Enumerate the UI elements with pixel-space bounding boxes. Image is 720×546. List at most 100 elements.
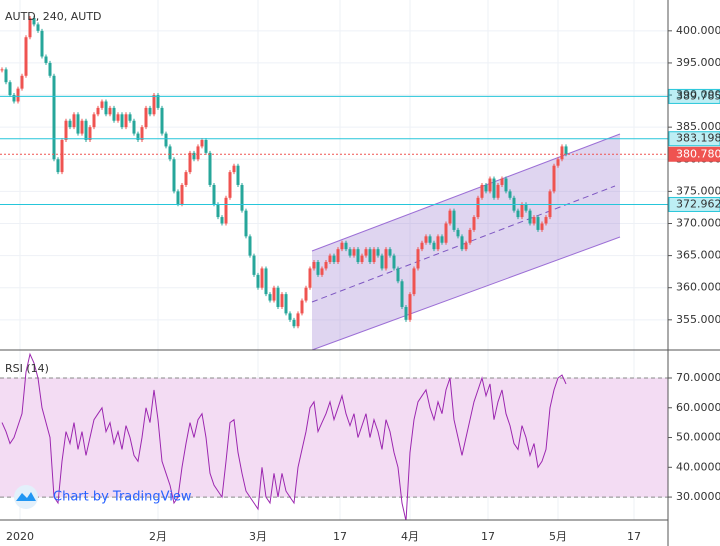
candle-body — [544, 217, 548, 224]
candle-body — [40, 30, 44, 57]
candle-body — [148, 107, 152, 115]
candle-body — [424, 236, 428, 243]
candle-body — [488, 178, 492, 192]
candle-body — [368, 249, 372, 263]
candle-body — [84, 120, 88, 140]
candle-body — [436, 236, 440, 250]
candle-body — [476, 197, 480, 218]
candle-body — [120, 114, 124, 128]
candle-body — [500, 178, 504, 185]
candle-body — [168, 146, 172, 160]
candle-body — [140, 127, 144, 140]
candle-body — [164, 133, 168, 147]
candle-body — [8, 82, 12, 96]
candle-body — [172, 159, 176, 192]
candle-body — [496, 184, 500, 198]
candle-body — [276, 287, 280, 307]
x-tick-label: 5月 — [549, 530, 567, 543]
candle-body — [396, 268, 400, 282]
candle-body — [0, 69, 4, 71]
rsi-line — [1, 352, 567, 522]
candle-body — [212, 184, 216, 205]
candle-body — [324, 262, 328, 269]
candle-body — [56, 159, 60, 173]
y-tick-label: 390.000 — [676, 88, 720, 101]
candle-body — [408, 294, 412, 320]
candle-body — [284, 294, 288, 314]
candle-body — [504, 178, 508, 192]
candle-body — [16, 88, 20, 102]
candle-body — [320, 268, 324, 275]
candle-body — [556, 159, 560, 166]
candle-body — [36, 24, 40, 31]
candle-body — [192, 152, 196, 160]
candle-body — [552, 165, 556, 192]
candle-body — [300, 300, 304, 314]
chart-title: AUTD, 240, AUTD — [5, 10, 102, 23]
candle-body — [416, 249, 420, 269]
candle-body — [448, 210, 452, 224]
candle-body — [160, 107, 164, 134]
y-tick-label: 360.000 — [676, 281, 720, 294]
time-scale — [0, 520, 668, 546]
candle-body — [116, 114, 120, 121]
candle-body — [356, 249, 360, 263]
candle-body — [80, 120, 84, 134]
candle-body — [224, 197, 228, 224]
candle-body — [508, 191, 512, 198]
candle-body — [268, 294, 272, 301]
candle-body — [264, 268, 268, 295]
candle-body — [200, 140, 204, 147]
candle-body — [24, 37, 28, 76]
candle-body — [432, 242, 436, 250]
candle-body — [420, 242, 424, 250]
level-label-box — [668, 196, 720, 212]
candle-body — [564, 146, 568, 155]
candle-body — [328, 255, 332, 263]
candle-body — [236, 165, 240, 185]
candle-body — [304, 287, 308, 301]
candle-body — [456, 229, 460, 237]
candle-body — [44, 56, 48, 63]
candle-body — [532, 217, 536, 224]
y-tick-label: 370.000 — [676, 216, 720, 229]
x-tick-label: 2月 — [149, 530, 167, 543]
candle-body — [96, 107, 100, 115]
candle-body — [240, 184, 244, 211]
candle-body — [348, 249, 352, 256]
candle-body — [48, 62, 52, 76]
candle-body — [336, 249, 340, 263]
candle-body — [392, 255, 396, 269]
candle-body — [296, 313, 300, 327]
candle-body — [440, 236, 444, 243]
candle-body — [272, 287, 276, 301]
candle-body — [204, 140, 208, 153]
candle-body — [540, 223, 544, 230]
candle-body — [76, 114, 80, 134]
candle-body — [144, 107, 148, 128]
candle-body — [460, 236, 464, 250]
candle-body — [332, 255, 336, 263]
candle-body — [68, 120, 72, 128]
level-label: 383.198 — [676, 132, 720, 145]
candle-body — [472, 217, 476, 230]
rsi-band — [0, 377, 668, 498]
candle-body — [380, 255, 384, 269]
channel-lower — [311, 236, 621, 351]
candle-body — [364, 249, 368, 256]
level-label-box — [668, 88, 720, 104]
y-tick-label: 385.000 — [676, 120, 720, 133]
candle-body — [88, 127, 92, 140]
y-tick-label: 375.000 — [676, 184, 720, 197]
logo — [16, 492, 36, 501]
level-label: 372.962 — [676, 197, 720, 210]
channel-upper — [311, 133, 621, 252]
y-tick-label: 395.000 — [676, 56, 720, 69]
level-label: 380.780 — [676, 147, 720, 160]
candle-body — [180, 184, 184, 205]
price-scale — [668, 0, 720, 546]
candle-body — [128, 114, 132, 121]
candle-body — [376, 249, 380, 256]
candle-body — [32, 17, 36, 25]
